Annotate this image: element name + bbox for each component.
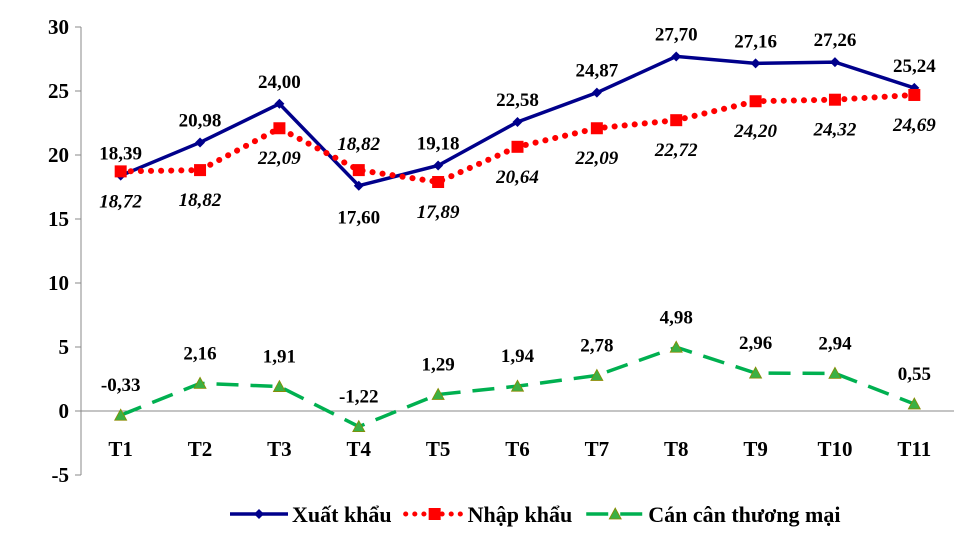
- data-label: 24,32: [813, 120, 857, 141]
- data-label: 0,55: [898, 364, 931, 385]
- legend-item-0: Xuất khẩu: [230, 502, 392, 527]
- data-label: 18,82: [337, 134, 380, 155]
- legend-label: Xuất khẩu: [292, 502, 392, 527]
- x-tick-label: T7: [585, 437, 610, 461]
- legend-item-2: Cán cân thương mại: [586, 502, 840, 527]
- data-label: 18,72: [99, 191, 142, 212]
- data-label: 17,60: [337, 208, 380, 229]
- data-label: 24,69: [892, 115, 936, 136]
- data-point: [193, 376, 207, 389]
- data-label: 2,96: [739, 333, 772, 354]
- data-label: 22,09: [574, 148, 618, 169]
- y-tick-label: 10: [48, 271, 69, 295]
- x-tick-label: T8: [664, 437, 689, 461]
- data-point: [750, 58, 761, 69]
- data-label: 27,70: [655, 24, 698, 45]
- data-point: [512, 116, 523, 127]
- data-label: 18,39: [99, 144, 142, 165]
- data-label: -1,22: [339, 387, 379, 408]
- x-tick-label: T3: [267, 437, 292, 461]
- data-point: [114, 165, 127, 178]
- data-label: 1,91: [263, 347, 296, 368]
- y-tick-label: 25: [48, 79, 69, 103]
- data-label: 19,18: [417, 133, 460, 154]
- legend-label: Nhập khẩu: [468, 502, 573, 527]
- legend-marker: [254, 509, 264, 519]
- x-tick-label: T2: [188, 437, 213, 461]
- data-point: [591, 87, 602, 98]
- data-label: 1,94: [501, 346, 535, 367]
- data-point: [828, 366, 842, 379]
- data-label: 1,29: [422, 354, 455, 375]
- data-point: [748, 366, 763, 379]
- data-label: 20,98: [179, 110, 222, 131]
- data-label: 17,89: [417, 202, 460, 223]
- data-point: [907, 397, 921, 410]
- data-point: [352, 164, 365, 177]
- data-point: [353, 180, 364, 191]
- x-tick-label: T10: [817, 437, 852, 461]
- data-labels: 18,39 20,98 24,00 17,60 19,18 22,58 24,87 27,70…: [99, 24, 936, 407]
- data-label: 2,78: [580, 335, 613, 356]
- data-label: 20,64: [495, 167, 539, 188]
- legend: Xuất khẩu Nhập khẩu Cán cân thương mại: [230, 502, 840, 527]
- legend-marker: [428, 508, 441, 520]
- data-label: 18,82: [179, 190, 222, 211]
- data-point: [272, 379, 287, 392]
- series-2: [114, 340, 921, 433]
- data-point: [195, 137, 206, 148]
- x-tick-label: T4: [347, 437, 372, 461]
- data-point: [670, 114, 683, 127]
- data-point: [669, 340, 683, 353]
- data-point: [431, 387, 445, 400]
- data-point: [510, 379, 525, 392]
- data-point: [273, 122, 286, 135]
- y-tick-label: 20: [48, 143, 69, 167]
- data-label: 22,09: [257, 148, 301, 169]
- axes: -5 0 5 10 15 20 25 30 T1 T2 T3 T4 T5 T6 T7 T8 T9 T10 T11: [48, 15, 954, 487]
- data-point: [194, 164, 207, 177]
- data-label: 27,16: [734, 31, 777, 52]
- data-point: [590, 122, 603, 135]
- data-label: 2,16: [183, 343, 216, 364]
- series-lines: [114, 51, 921, 433]
- y-tick-label: 15: [48, 207, 69, 231]
- data-label: 25,24: [893, 56, 936, 77]
- data-point: [590, 368, 604, 381]
- data-point: [828, 93, 841, 106]
- x-tick-label: T1: [108, 437, 133, 461]
- data-point: [274, 98, 285, 109]
- legend-label: Cán cân thương mại: [648, 502, 840, 527]
- data-point: [671, 51, 682, 62]
- data-label: 22,58: [496, 90, 539, 111]
- data-label: 27,26: [814, 30, 857, 51]
- data-label: 24,00: [258, 72, 301, 93]
- x-tick-label: T6: [505, 437, 530, 461]
- data-point: [511, 140, 524, 153]
- data-label: -0,33: [101, 375, 141, 396]
- legend-marker: [608, 507, 622, 520]
- series-1: [114, 88, 921, 189]
- data-label: 24,87: [575, 61, 618, 82]
- data-label: 22,72: [654, 140, 698, 161]
- x-tick-label: T5: [426, 437, 451, 461]
- data-point: [433, 160, 444, 171]
- data-label: 2,94: [818, 333, 852, 354]
- data-point: [908, 88, 921, 101]
- data-point: [432, 176, 445, 189]
- data-point: [829, 57, 840, 68]
- y-tick-label: -5: [52, 463, 70, 487]
- x-tick-label: T11: [897, 437, 931, 461]
- data-point: [749, 95, 762, 108]
- y-tick-label: 30: [48, 15, 69, 39]
- data-label: 24,20: [733, 121, 777, 142]
- y-tick-label: 5: [59, 335, 70, 359]
- legend-item-1: Nhập khẩu: [403, 502, 573, 527]
- data-label: 4,98: [660, 307, 693, 328]
- data-point: [114, 408, 128, 421]
- data-point: [352, 419, 366, 433]
- x-tick-label: T9: [743, 437, 768, 461]
- y-tick-label: 0: [59, 399, 70, 423]
